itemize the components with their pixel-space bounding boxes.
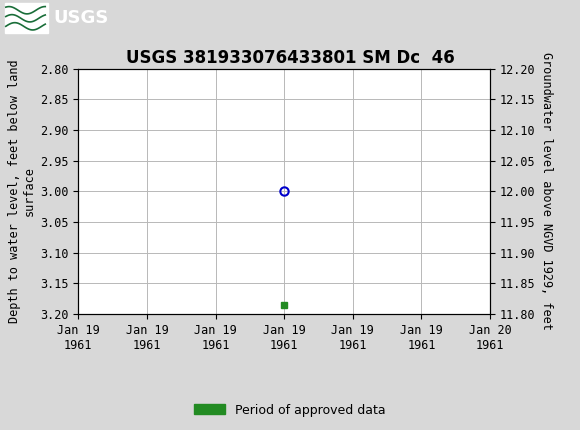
Legend: Period of approved data: Period of approved data	[189, 399, 391, 421]
Y-axis label: Depth to water level, feet below land
surface: Depth to water level, feet below land su…	[8, 59, 36, 323]
Text: USGS: USGS	[53, 9, 108, 27]
FancyBboxPatch shape	[5, 3, 48, 33]
Text: USGS 381933076433801 SM Dc  46: USGS 381933076433801 SM Dc 46	[126, 49, 454, 67]
Y-axis label: Groundwater level above NGVD 1929, feet: Groundwater level above NGVD 1929, feet	[539, 52, 553, 330]
